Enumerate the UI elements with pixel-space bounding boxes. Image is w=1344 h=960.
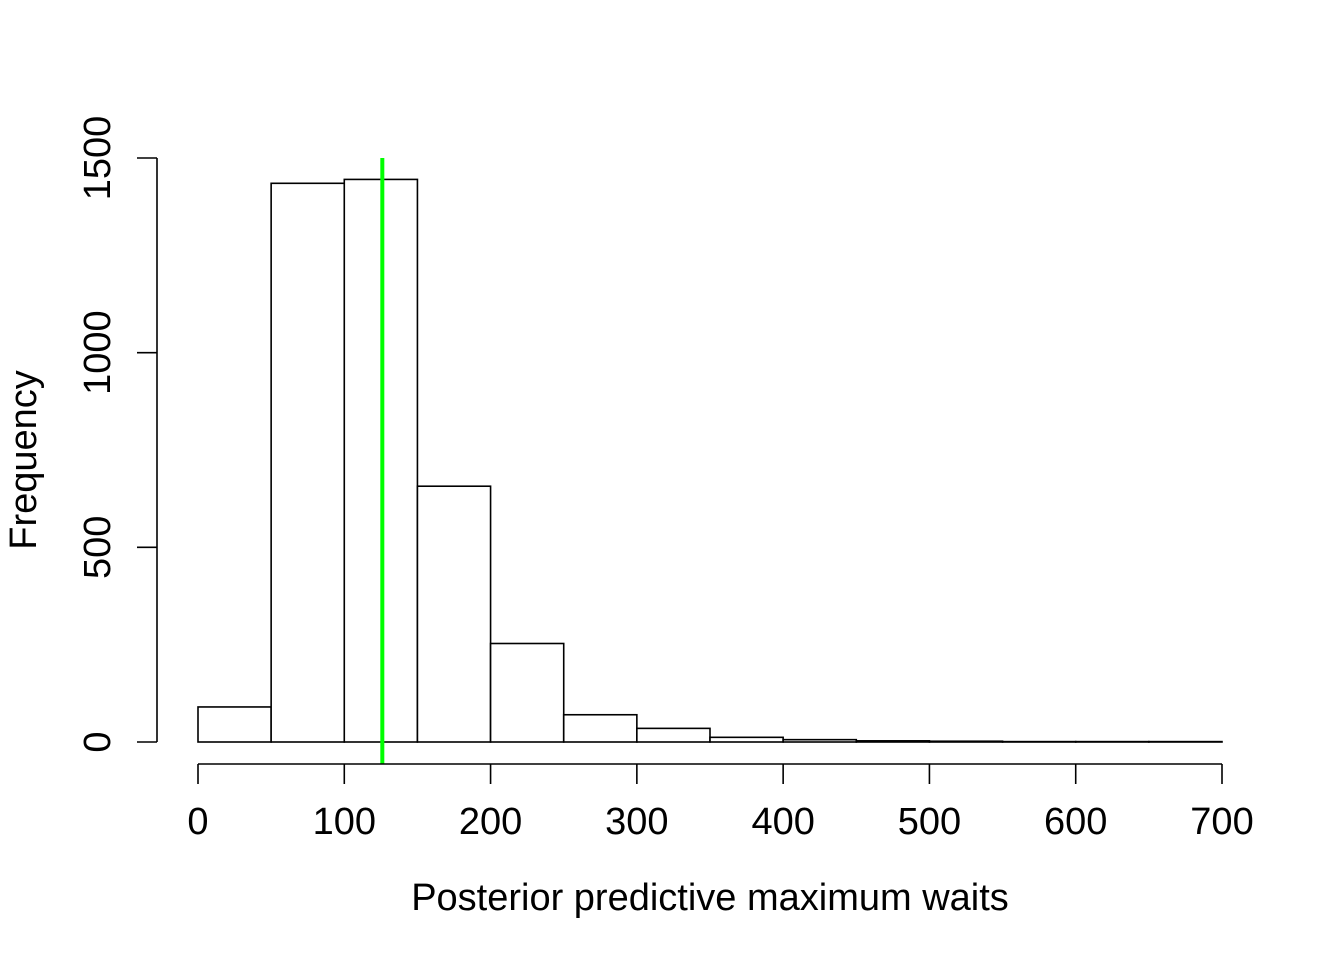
histogram-bar	[197, 706, 272, 743]
x-axis-title: Posterior predictive maximum waits	[411, 877, 1009, 919]
bars-group	[197, 178, 1223, 743]
y-tick-label: 1000	[77, 310, 119, 395]
x-tick-label: 500	[898, 801, 961, 843]
histogram-bar	[782, 738, 858, 743]
histogram-bar	[416, 485, 492, 743]
histogram-bar	[928, 740, 1004, 743]
histogram-bar	[709, 736, 784, 743]
y-tick-label: 500	[77, 516, 119, 579]
x-tick-label: 0	[187, 801, 208, 843]
x-axis: 0 100 200 300 400 500 600 700	[187, 763, 1254, 843]
x-tick-label: 100	[313, 801, 376, 843]
histogram-bar	[636, 727, 711, 743]
x-tick-label: 200	[459, 801, 522, 843]
x-tick-label: 300	[605, 801, 668, 843]
histogram-bar	[562, 713, 638, 743]
x-tick-label: 700	[1190, 801, 1253, 843]
histogram-bar	[855, 740, 931, 743]
y-tick-label: 0	[77, 731, 119, 752]
y-tick-label: 1500	[77, 116, 119, 201]
x-tick-label: 600	[1044, 801, 1107, 843]
histogram-bar	[489, 642, 565, 743]
y-axis: 0 500 1000 1500	[77, 116, 158, 753]
histogram-bar	[270, 182, 346, 743]
y-axis-title: Frequency	[3, 370, 45, 550]
x-tick-label: 400	[751, 801, 814, 843]
